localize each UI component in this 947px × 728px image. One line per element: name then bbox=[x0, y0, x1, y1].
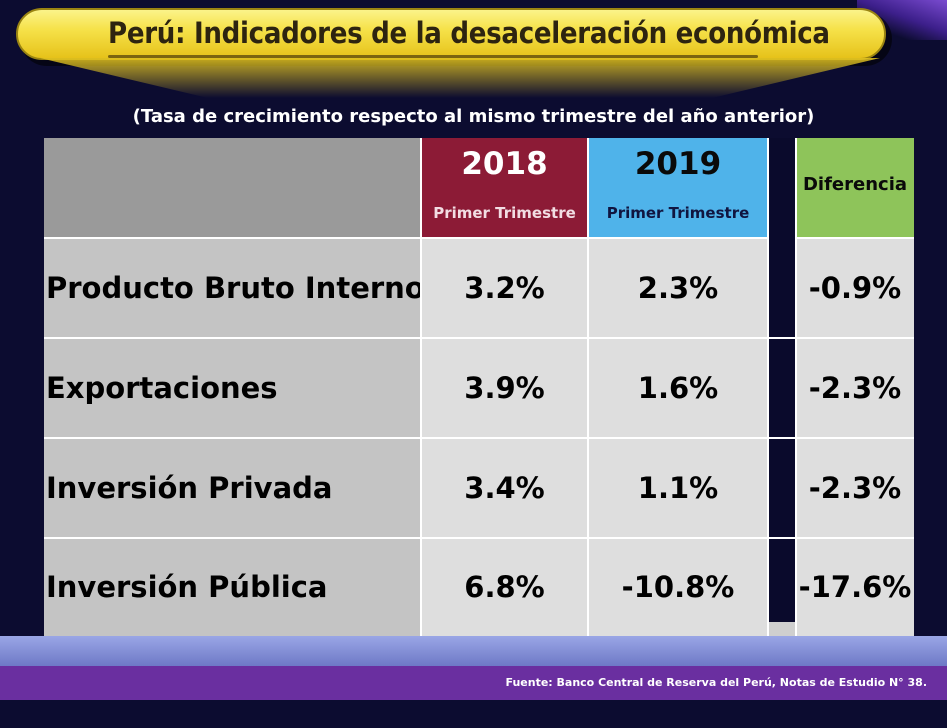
footer-bar bbox=[0, 666, 947, 700]
header-2019-year: 2019 bbox=[634, 146, 722, 182]
value-2019: 1.1% bbox=[588, 438, 768, 538]
value-2018: 3.4% bbox=[421, 438, 588, 538]
value-2019: 2.3% bbox=[588, 238, 768, 338]
row-label: Exportaciones bbox=[44, 338, 421, 438]
page-title: Perú: Indicadores de la desaceleración e… bbox=[108, 16, 830, 50]
grid-line bbox=[44, 537, 914, 539]
grid-line bbox=[796, 237, 914, 239]
value-2018: 6.8% bbox=[421, 538, 588, 636]
title-underline bbox=[108, 55, 758, 58]
row-label: Inversión Privada bbox=[44, 438, 421, 538]
grid-line bbox=[587, 138, 589, 636]
value-2018: 3.9% bbox=[421, 338, 588, 438]
header-2018: 2018 Primer Trimestre bbox=[421, 138, 588, 238]
row-label: Producto Bruto Interno bbox=[44, 238, 425, 338]
header-2019: 2019 Primer Trimestre bbox=[588, 138, 768, 238]
grid-line bbox=[44, 237, 768, 239]
header-diferencia: Diferencia bbox=[796, 138, 914, 238]
header-2018-year: 2018 bbox=[461, 146, 548, 182]
value-diferencia: -2.3% bbox=[796, 338, 914, 438]
value-2019: 1.6% bbox=[588, 338, 768, 438]
header-diferencia-label: Diferencia bbox=[802, 173, 908, 195]
grid-line bbox=[44, 437, 914, 439]
row-label: Inversión Pública bbox=[44, 538, 421, 636]
title-fan-decoration bbox=[40, 58, 880, 98]
header-2018-sub: Primer Trimestre bbox=[433, 204, 576, 222]
grid-line bbox=[767, 138, 769, 636]
value-diferencia: -0.9% bbox=[796, 238, 914, 338]
value-2019: -10.8% bbox=[588, 538, 768, 636]
source-note: Fuente: Banco Central de Reserva del Per… bbox=[505, 676, 927, 689]
value-2018: 3.2% bbox=[421, 238, 588, 338]
grid-line bbox=[44, 337, 914, 339]
grid-line bbox=[795, 138, 797, 636]
header-2019-sub: Primer Trimestre bbox=[606, 204, 750, 222]
table-base bbox=[0, 636, 947, 668]
grid-line bbox=[420, 138, 422, 636]
separator-column bbox=[768, 138, 796, 622]
value-diferencia: -17.6% bbox=[796, 538, 914, 636]
header-blank-cell bbox=[44, 138, 421, 238]
subtitle: (Tasa de crecimiento respecto al mismo t… bbox=[132, 106, 815, 127]
value-diferencia: -2.3% bbox=[796, 438, 914, 538]
